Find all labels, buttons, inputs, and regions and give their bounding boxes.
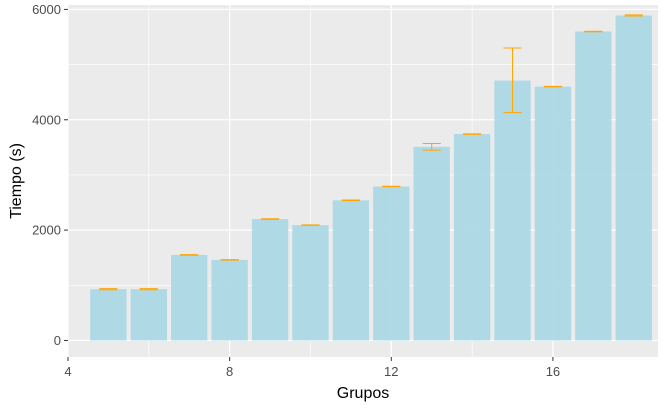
bar bbox=[292, 225, 329, 341]
bar bbox=[130, 289, 168, 341]
y-axis-title: Tiempo (s) bbox=[8, 143, 25, 219]
x-tick-label: 12 bbox=[384, 364, 398, 379]
bar bbox=[494, 80, 531, 341]
x-tick-label: 8 bbox=[226, 364, 233, 379]
bar bbox=[413, 146, 450, 341]
x-tick-label: 16 bbox=[546, 364, 560, 379]
bar bbox=[211, 259, 248, 341]
bar bbox=[90, 289, 127, 341]
error-bars bbox=[99, 14, 643, 291]
bar bbox=[373, 186, 410, 341]
y-tick-label: 0 bbox=[54, 333, 61, 348]
bars bbox=[90, 15, 652, 341]
bar bbox=[534, 86, 572, 341]
x-axis-ticks: 4 8 12 16 bbox=[64, 357, 560, 379]
bar bbox=[575, 31, 612, 341]
bar bbox=[332, 200, 370, 341]
x-axis-title: Grupos bbox=[337, 385, 389, 402]
bar bbox=[615, 15, 652, 341]
y-tick-label: 4000 bbox=[32, 112, 61, 127]
bar bbox=[251, 219, 289, 341]
bar bbox=[171, 254, 208, 341]
y-axis-ticks: 0 2000 4000 6000 bbox=[32, 2, 68, 348]
bar bbox=[453, 134, 491, 341]
y-tick-label: 6000 bbox=[32, 2, 61, 17]
y-tick-label: 2000 bbox=[32, 223, 61, 238]
x-tick-label: 4 bbox=[64, 364, 71, 379]
